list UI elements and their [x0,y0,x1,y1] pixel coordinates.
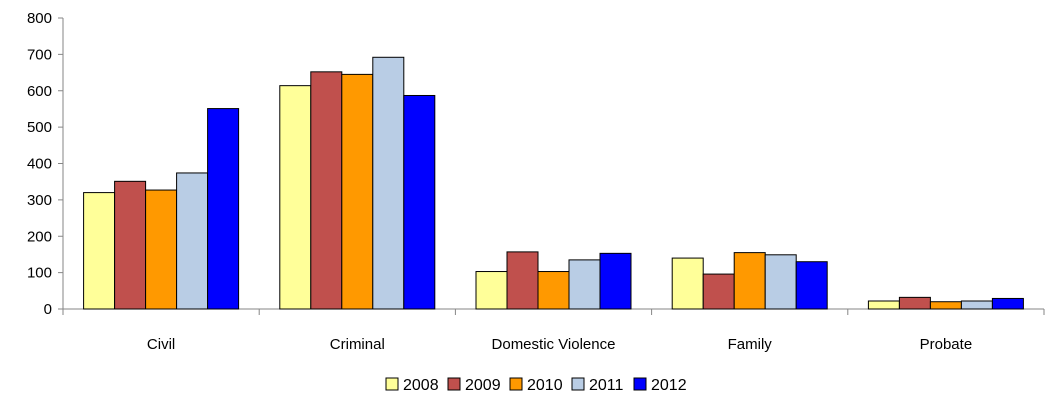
legend-label-2010: 2010 [527,377,563,394]
bar-2009-family [702,273,735,310]
bar-2011-civil [176,172,209,310]
y-tick-label: 800 [27,10,52,27]
bar-2012-civil [207,108,240,310]
bar-2012-domestic-violence [599,252,632,310]
x-category-label: Criminal [330,336,385,353]
legend-swatch-2011 [571,377,585,391]
y-tick-label: 700 [27,46,52,63]
x-category-label: Family [728,336,773,353]
bar-2009-probate [898,296,931,310]
bar-2010-family [733,252,766,310]
y-tick-label: 100 [27,265,52,282]
legend-label-2009: 2009 [465,377,501,394]
legend-label-2011: 2011 [589,377,624,394]
bar-2011-family [764,254,797,310]
bar-2008-domestic-violence [475,271,508,310]
bar-2009-civil [114,180,147,310]
y-tick-label: 300 [27,192,52,209]
x-category-label: Domestic Violence [492,336,616,353]
bar-2011-domestic-violence [568,259,601,310]
x-axis: Civil Criminal Domestic Violence Family Prob… [62,308,1045,353]
bar-2011-probate [960,300,993,310]
bar-2008-criminal [279,85,312,310]
legend-swatch-2012 [633,377,647,391]
bar-2011-criminal [372,56,405,310]
y-tick-label: 0 [44,301,52,318]
y-tick-label: 200 [27,228,52,245]
bar-2012-family [795,261,828,310]
bar-2010-criminal [341,73,374,310]
y-tick-label: 600 [27,83,52,100]
legend-swatch-2009 [447,377,461,391]
legend-label-2012: 2012 [651,377,687,394]
x-category-label: Probate [920,336,973,353]
bars [83,56,1024,310]
bar-2008-civil [83,192,116,310]
x-category-label: Civil [147,336,175,353]
bar-2008-family [671,257,704,310]
bar-2012-criminal [403,94,436,310]
bar-2010-probate [929,301,962,310]
bar-2009-domestic-violence [506,251,539,310]
bar-2010-civil [145,189,178,310]
legend-swatch-2008 [385,377,399,391]
y-tick-label: 500 [27,119,52,136]
bar-2008-probate [867,300,900,310]
legend-label-2008: 2008 [403,377,439,394]
bar-2009-criminal [310,71,343,310]
y-tick-label: 400 [27,156,52,173]
legend: 2008 2009 2010 2011 2012 [385,377,687,394]
legend-swatch-2010 [509,377,523,391]
bar-2010-domestic-violence [537,271,570,310]
y-axis: 0 100 200 300 400 500 600 700 800 [27,10,64,318]
bar-2012-probate [991,297,1024,310]
